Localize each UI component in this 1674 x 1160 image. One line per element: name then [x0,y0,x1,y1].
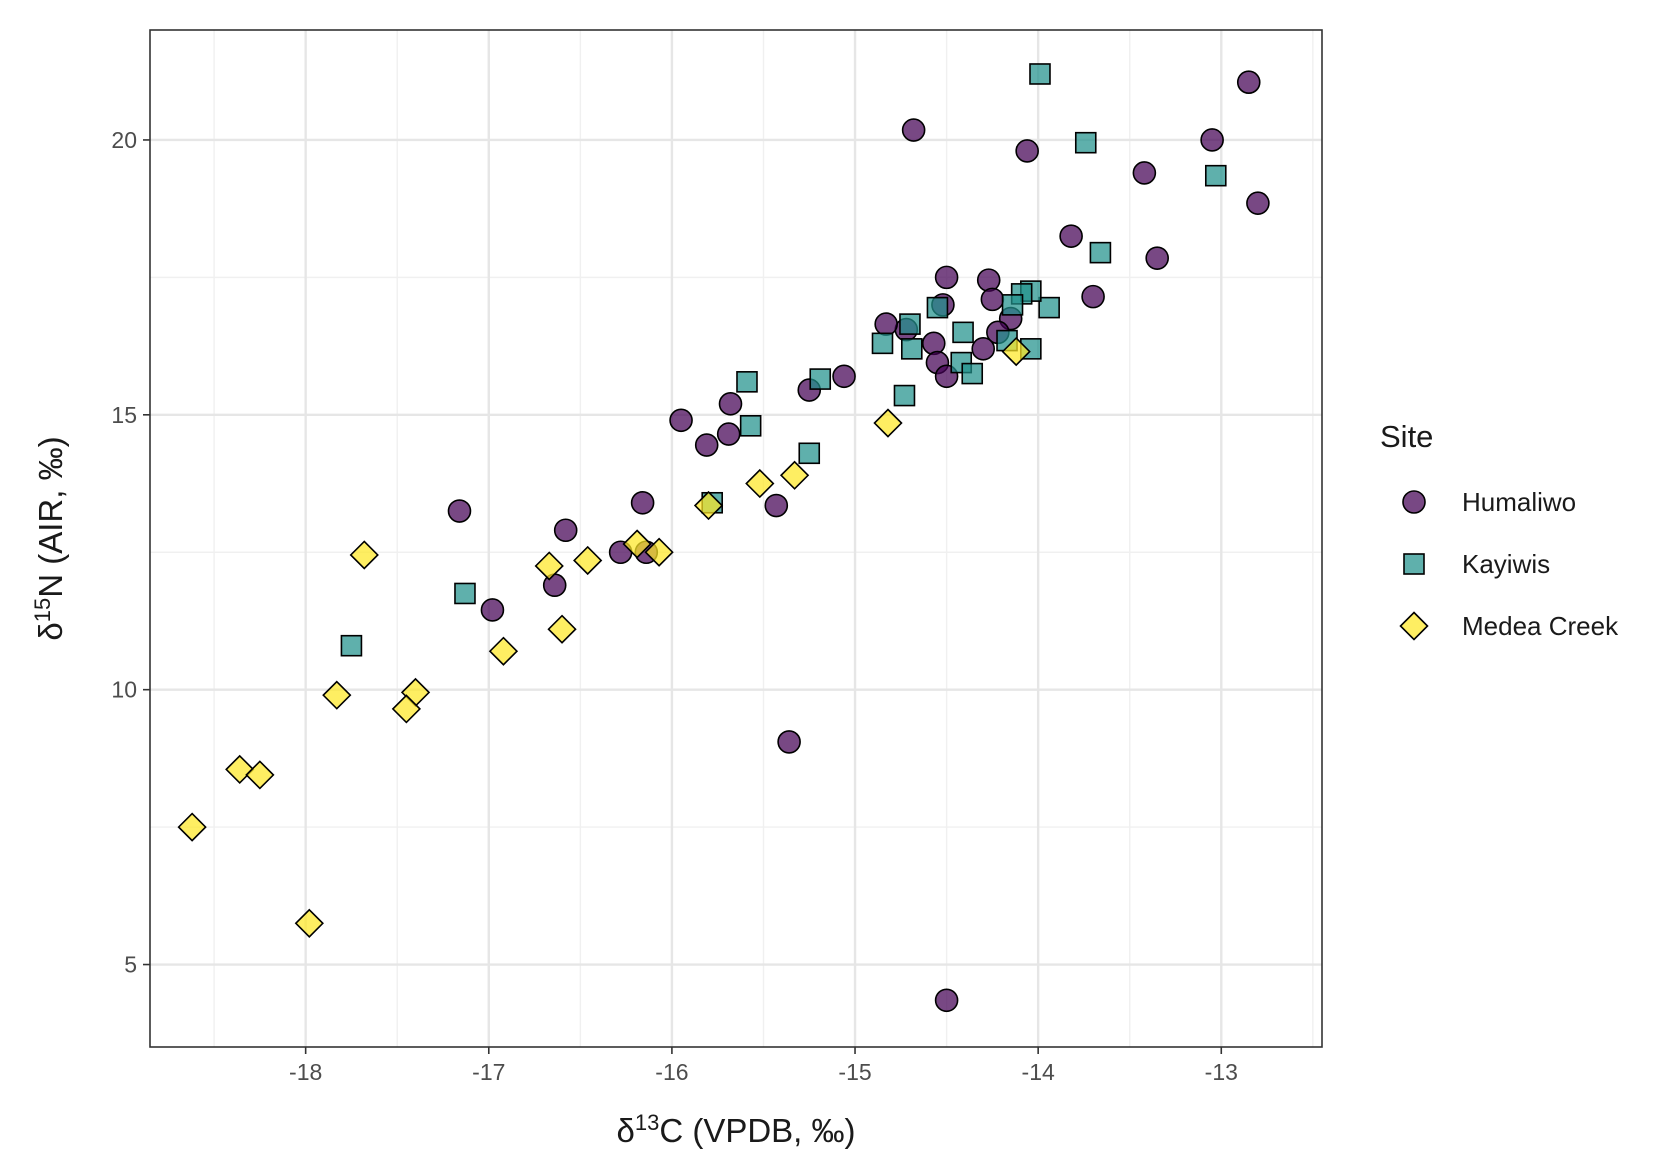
point-medea-creek [745,468,775,499]
point-humaliwo [934,265,959,290]
plot-panel [150,30,1322,1047]
legend-label-medea-creek: Medea Creek [1462,611,1619,641]
point-kayiwis [893,384,916,407]
point-humaliwo [980,287,1005,312]
x-tick-label: -13 [1205,1059,1238,1085]
point-medea-creek [873,408,903,438]
point-kayiwis [340,634,363,657]
legend-marker-kayiwis [1403,553,1425,575]
point-medea-creek [245,760,275,790]
point-medea-creek [488,636,519,666]
point-humaliwo [976,268,1001,292]
x-tick-label: -18 [289,1059,322,1085]
x-tick-label: -14 [1022,1059,1055,1085]
point-kayiwis [952,321,974,344]
point-humaliwo [1246,191,1270,215]
x-tick-label: -16 [655,1059,688,1085]
point-kayiwis [1029,63,1051,85]
point-medea-creek [225,754,255,785]
y-tick-label: 10 [111,677,137,703]
point-medea-creek [391,694,422,724]
point-kayiwis [1089,241,1112,264]
point-kayiwis [809,368,832,390]
point-kayiwis [926,296,949,319]
x-axis-title: δ13C (VPDB, ‰) [616,1110,855,1150]
point-kayiwis [1001,294,1024,316]
point-kayiwis [1038,296,1060,319]
point-kayiwis [1074,131,1097,154]
legend-marker-medea-creek [1399,611,1429,641]
point-humaliwo [934,988,959,1013]
point-humaliwo [630,490,655,515]
point-kayiwis [961,362,984,385]
point-kayiwis [739,415,762,437]
y-tick-label: 15 [111,402,137,428]
point-medea-creek [177,812,207,842]
point-medea-creek [693,490,724,521]
panel-border [149,29,1323,1048]
point-humaliwo [901,118,926,142]
point-medea-creek [534,551,564,581]
point-medea-creek [573,545,603,576]
minor-grid [150,30,1322,1047]
legend-marker-humaliwo [1402,490,1426,514]
point-kayiwis [798,442,821,465]
point-humaliwo [971,337,996,361]
point-humaliwo [1132,161,1157,185]
legend-title: Site [1380,419,1433,454]
point-humaliwo [1015,139,1039,163]
point-kayiwis [899,313,921,335]
y-axis-title: δ15N (AIR, ‰) [30,436,70,640]
point-humaliwo [921,331,946,356]
point-kayiwis [900,338,923,360]
point-medea-creek [1001,336,1031,367]
point-humaliwo [832,364,856,389]
legend-label-humaliwo: Humaliwo [1462,487,1576,517]
point-humaliwo [1081,284,1105,309]
point-medea-creek [322,680,352,710]
point-medea-creek [779,460,810,490]
point-medea-creek [349,540,379,570]
point-medea-creek [294,908,324,938]
point-humaliwo [764,493,789,518]
data-points [177,63,1270,1013]
legend-label-kayiwis: Kayiwis [1462,549,1550,579]
point-kayiwis [736,371,758,393]
x-tick-label: -17 [472,1059,505,1085]
point-humaliwo [1145,246,1169,270]
point-medea-creek [644,537,674,567]
point-humaliwo [480,598,505,622]
point-humaliwo [1059,224,1083,248]
x-tick-label: -15 [838,1059,871,1085]
legend: Site Humaliwo Kayiwis Medea Creek [1380,419,1619,646]
point-humaliwo [777,730,801,754]
series-kayiwis [340,63,1227,657]
series-medea-creek [177,336,1031,938]
point-humaliwo [553,518,578,543]
point-humaliwo [716,422,741,446]
point-humaliwo [1200,128,1224,152]
point-medea-creek [622,529,652,559]
point-medea-creek [547,614,577,644]
point-humaliwo [718,392,743,416]
y-tick-label: 20 [111,127,137,153]
point-humaliwo [669,408,693,433]
point-humaliwo [694,433,719,457]
series-humaliwo [447,70,1270,1013]
point-kayiwis [454,582,476,605]
point-kayiwis [1204,164,1227,187]
y-tick-label: 5 [124,952,137,978]
point-humaliwo [874,312,898,336]
point-humaliwo [1236,70,1261,95]
point-kayiwis [871,332,894,355]
point-humaliwo [447,499,472,523]
